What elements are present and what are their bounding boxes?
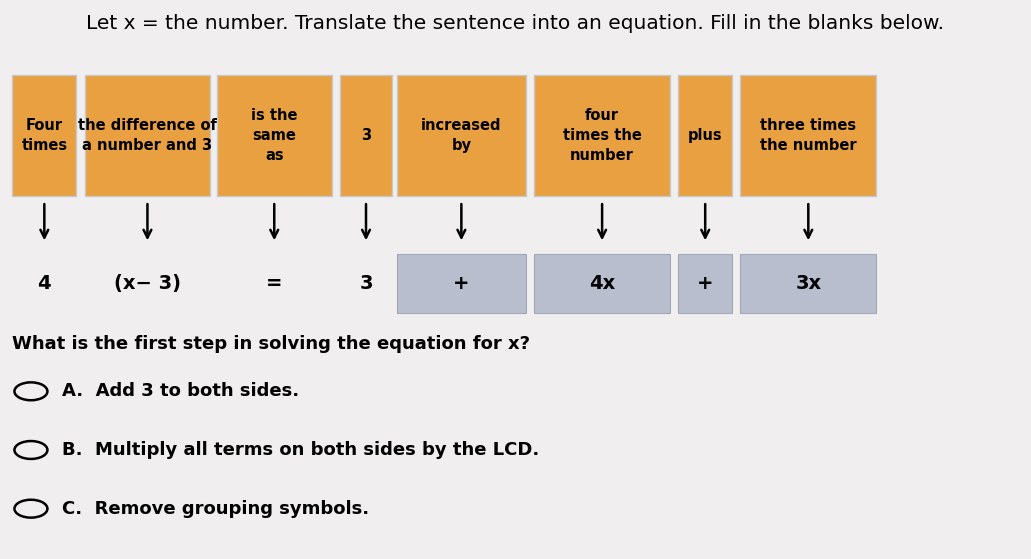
Text: 3x: 3x (795, 274, 822, 293)
Text: +: + (697, 274, 713, 293)
Text: 3: 3 (359, 274, 373, 293)
FancyBboxPatch shape (340, 75, 392, 196)
Text: is the
same
as: is the same as (251, 108, 298, 163)
FancyBboxPatch shape (12, 75, 76, 196)
FancyBboxPatch shape (397, 75, 526, 196)
FancyBboxPatch shape (740, 75, 876, 196)
FancyBboxPatch shape (397, 254, 526, 313)
FancyBboxPatch shape (217, 75, 332, 196)
Text: Four
times: Four times (22, 118, 67, 153)
Text: C.  Remove grouping symbols.: C. Remove grouping symbols. (62, 500, 369, 518)
Text: Let x = the number. Translate the sentence into an equation. Fill in the blanks : Let x = the number. Translate the senten… (87, 14, 944, 33)
Text: 4: 4 (37, 274, 52, 293)
FancyBboxPatch shape (85, 75, 210, 196)
Text: What is the first step in solving the equation for x?: What is the first step in solving the eq… (12, 335, 530, 353)
Text: the difference of
a number and 3: the difference of a number and 3 (78, 118, 217, 153)
Text: plus: plus (688, 128, 723, 143)
FancyBboxPatch shape (678, 75, 732, 196)
Text: 4x: 4x (589, 274, 616, 293)
Text: (x− 3): (x− 3) (114, 274, 180, 293)
FancyBboxPatch shape (534, 254, 670, 313)
Text: +: + (453, 274, 470, 293)
Text: A.  Add 3 to both sides.: A. Add 3 to both sides. (62, 382, 299, 400)
Text: four
times the
number: four times the number (563, 108, 641, 163)
Text: =: = (266, 274, 282, 293)
Text: B.  Multiply all terms on both sides by the LCD.: B. Multiply all terms on both sides by t… (62, 441, 539, 459)
FancyBboxPatch shape (740, 254, 876, 313)
Text: 3: 3 (361, 128, 371, 143)
Text: three times
the number: three times the number (760, 118, 857, 153)
FancyBboxPatch shape (534, 75, 670, 196)
FancyBboxPatch shape (678, 254, 732, 313)
Text: increased
by: increased by (421, 118, 502, 153)
